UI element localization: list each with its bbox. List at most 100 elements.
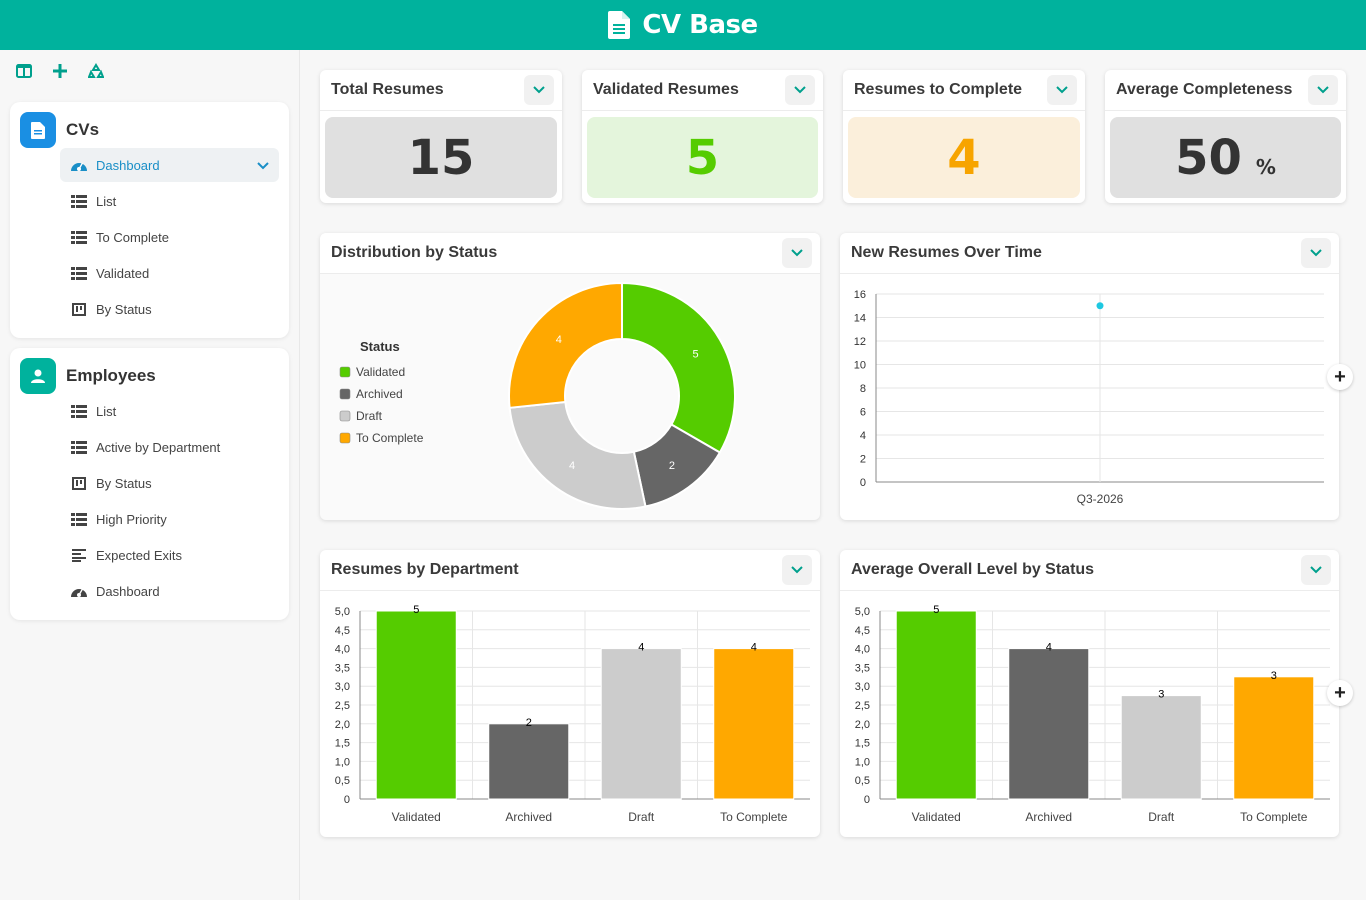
kpi-title: Total Resumes (331, 81, 444, 98)
y-tick-label: 0 (860, 477, 866, 489)
pie-slice (508, 400, 647, 510)
kpi-value-box: 15 (325, 117, 557, 198)
chevron-down-icon[interactable] (782, 555, 812, 585)
y-tick-label: 3,5 (855, 662, 870, 674)
list-icon (70, 404, 88, 418)
chevron-down-icon[interactable] (1308, 75, 1338, 105)
sidebar-item-label: By Status (96, 301, 152, 317)
data-label: 5 (933, 604, 939, 616)
kpi-title: Resumes to Complete (854, 81, 1023, 98)
x-tick-label: To Complete (1240, 810, 1308, 824)
card-title: Average Overall Level by Status (851, 561, 1095, 578)
kpi-title: Validated Resumes (593, 81, 739, 98)
x-tick-label: Archived (1025, 810, 1072, 824)
legend-swatch (339, 410, 351, 422)
chevron-down-icon[interactable] (785, 75, 815, 105)
bar (1008, 648, 1090, 800)
align-left-icon (70, 548, 88, 562)
legend-title: Status (360, 339, 400, 354)
y-tick-label: 4,0 (855, 644, 870, 656)
x-tick-label: Q3-2026 (1077, 492, 1124, 506)
kpi-value: 4 (947, 129, 981, 186)
x-tick-label: To Complete (720, 810, 788, 824)
kpi-value-box: 5 (587, 117, 818, 198)
sidebar-item-active-by-department[interactable]: Active by Department (60, 430, 279, 464)
recycle-icon[interactable] (82, 59, 110, 83)
y-tick-label: 4 (860, 430, 866, 442)
bar-chart: 0 0,5 1,0 1,5 2,0 2,5 3,0 3,5 4,0 4,5 5,0 5 Validate… (335, 604, 810, 824)
card-title: Distribution by Status (331, 244, 498, 261)
y-tick-label: 2,0 (335, 719, 350, 731)
add-widget-button[interactable]: + (1327, 680, 1353, 706)
legend-label: Archived (356, 387, 403, 401)
sidebar-item-by-status[interactable]: By Status (60, 292, 279, 326)
legend-label: Draft (356, 409, 383, 423)
chevron-down-icon[interactable] (1301, 555, 1331, 585)
data-label: 4 (1046, 642, 1052, 654)
chevron-down-icon[interactable] (257, 158, 269, 173)
dashboard-icon (70, 158, 88, 172)
panel-icon[interactable] (10, 59, 38, 83)
bar (375, 610, 457, 800)
sidebar-item-label: To Complete (96, 229, 169, 245)
sidebar-item-dashboard[interactable]: Dashboard (60, 574, 279, 608)
list-icon (70, 440, 88, 454)
kpi-card-average-completeness: Average Completeness 50 % (1105, 70, 1346, 203)
sidebar-item-list[interactable]: List (60, 184, 279, 218)
y-tick-label: 2,5 (855, 700, 870, 712)
chevron-down-icon[interactable] (782, 238, 812, 268)
sidebar-item-expected-exits[interactable]: Expected Exits (60, 538, 279, 572)
y-tick-label: 8 (860, 383, 866, 395)
list-icon (70, 194, 88, 208)
chevron-down-icon[interactable] (1301, 238, 1331, 268)
y-tick-label: 3,0 (855, 681, 870, 693)
sidebar-item-by-status[interactable]: By Status (60, 466, 279, 500)
x-tick-label: Validated (392, 810, 441, 824)
plus-icon[interactable] (46, 59, 74, 83)
kpi-value-box: 4 (848, 117, 1080, 198)
employees-section-header[interactable]: Employees (20, 358, 156, 394)
chevron-down-icon[interactable] (524, 75, 554, 105)
sidebar-item-list[interactable]: List (60, 394, 279, 428)
y-tick-label: 1,0 (855, 756, 870, 768)
sidebar-item-label: List (96, 193, 117, 209)
card-divider (840, 590, 1339, 591)
bar (895, 610, 977, 800)
cvs-section-header[interactable]: CVs (20, 112, 99, 148)
kpi-card-validated-resumes: Validated Resumes 5 (582, 70, 823, 203)
bar-chart: 0 0,5 1,0 1,5 2,0 2,5 3,0 3,5 4,0 4,5 5,0 5 Validate… (855, 604, 1330, 824)
y-tick-label: 0 (344, 794, 350, 806)
y-tick-label: 16 (854, 289, 866, 301)
bar (1233, 676, 1315, 800)
kpi-card-resumes-to-complete: Resumes to Complete 4 (843, 70, 1085, 203)
add-widget-button[interactable]: + (1327, 364, 1353, 390)
document-icon (20, 112, 56, 148)
list-icon (70, 512, 88, 526)
sidebar-item-high-priority[interactable]: High Priority (60, 502, 279, 536)
bar (600, 648, 682, 800)
app-title: CV Base (642, 10, 758, 40)
sidebar-item-label: Dashboard (96, 583, 160, 599)
by-department-card: Resumes by Department 0 0,5 1,0 1,5 2,0 2,5 3,… (320, 550, 820, 837)
data-point (1096, 302, 1104, 310)
sidebar-item-dashboard[interactable]: Dashboard (60, 148, 279, 182)
x-tick-label: Draft (1148, 810, 1175, 824)
card-divider (320, 590, 820, 591)
y-tick-label: 0 (864, 794, 870, 806)
distribution-card: Distribution by Status Status Validated A… (320, 233, 820, 520)
sidebar-item-label: Expected Exits (96, 547, 182, 563)
kpi-value: 50 (1175, 129, 1242, 186)
x-tick-label: Archived (505, 810, 552, 824)
y-tick-label: 1,5 (335, 738, 350, 750)
y-tick-label: 3,0 (335, 681, 350, 693)
y-tick-label: 2,0 (855, 719, 870, 731)
kanban-icon (70, 476, 88, 490)
bar (488, 723, 570, 800)
y-tick-label: 5,0 (855, 606, 870, 618)
y-tick-label: 0,5 (335, 775, 350, 787)
chevron-down-icon[interactable] (1047, 75, 1077, 105)
sidebar-item-to-complete[interactable]: To Complete (60, 220, 279, 254)
legend-swatch (339, 366, 351, 378)
sidebar-item-validated[interactable]: Validated (60, 256, 279, 290)
sidebar-toolbar (10, 59, 110, 83)
